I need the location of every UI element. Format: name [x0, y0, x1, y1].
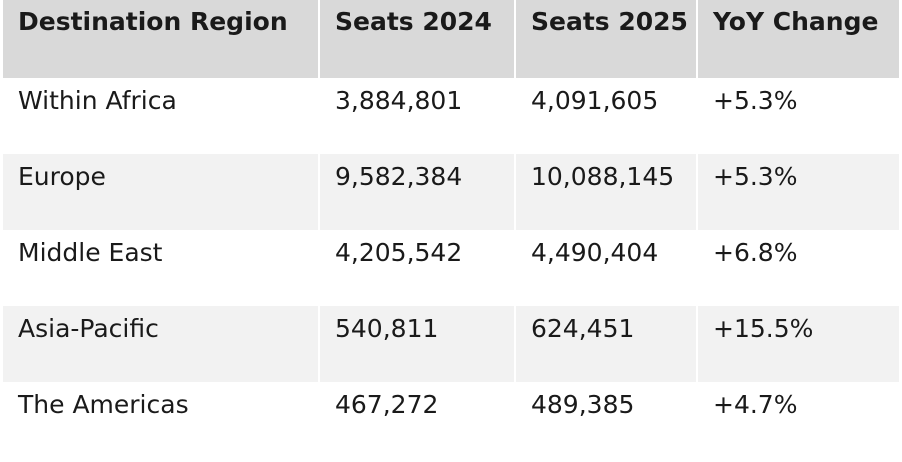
- cell-region: The Americas: [3, 382, 318, 458]
- table-header-row: Destination Region Seats 2024 Seats 2025…: [3, 0, 899, 78]
- cell-yoy-change: +6.8%: [698, 230, 899, 306]
- cell-yoy-change: +15.5%: [698, 306, 899, 382]
- cell-yoy-change: +4.7%: [698, 382, 899, 458]
- cell-seats-2025: 489,385: [516, 382, 696, 458]
- cell-seats-2024: 9,582,384: [320, 154, 514, 230]
- table-row: Within Africa 3,884,801 4,091,605 +5.3%: [3, 78, 899, 154]
- table-row: Middle East 4,205,542 4,490,404 +6.8%: [3, 230, 899, 306]
- table-row: Europe 9,582,384 10,088,145 +5.3%: [3, 154, 899, 230]
- cell-seats-2025: 10,088,145: [516, 154, 696, 230]
- cell-region: Middle East: [3, 230, 318, 306]
- cell-seats-2024: 4,205,542: [320, 230, 514, 306]
- cell-seats-2024: 467,272: [320, 382, 514, 458]
- table-row: The Americas 467,272 489,385 +4.7%: [3, 382, 899, 458]
- table-row: Asia-Pacific 540,811 624,451 +15.5%: [3, 306, 899, 382]
- cell-region: Europe: [3, 154, 318, 230]
- cell-region: Asia-Pacific: [3, 306, 318, 382]
- cell-seats-2025: 4,490,404: [516, 230, 696, 306]
- header-seats-2025: Seats 2025: [516, 0, 696, 78]
- header-seats-2024: Seats 2024: [320, 0, 514, 78]
- header-yoy-change: YoY Change: [698, 0, 899, 78]
- cell-region: Within Africa: [3, 78, 318, 154]
- cell-yoy-change: +5.3%: [698, 78, 899, 154]
- cell-seats-2025: 624,451: [516, 306, 696, 382]
- cell-seats-2024: 540,811: [320, 306, 514, 382]
- cell-yoy-change: +5.3%: [698, 154, 899, 230]
- header-destination-region: Destination Region: [3, 0, 318, 78]
- cell-seats-2024: 3,884,801: [320, 78, 514, 154]
- cell-seats-2025: 4,091,605: [516, 78, 696, 154]
